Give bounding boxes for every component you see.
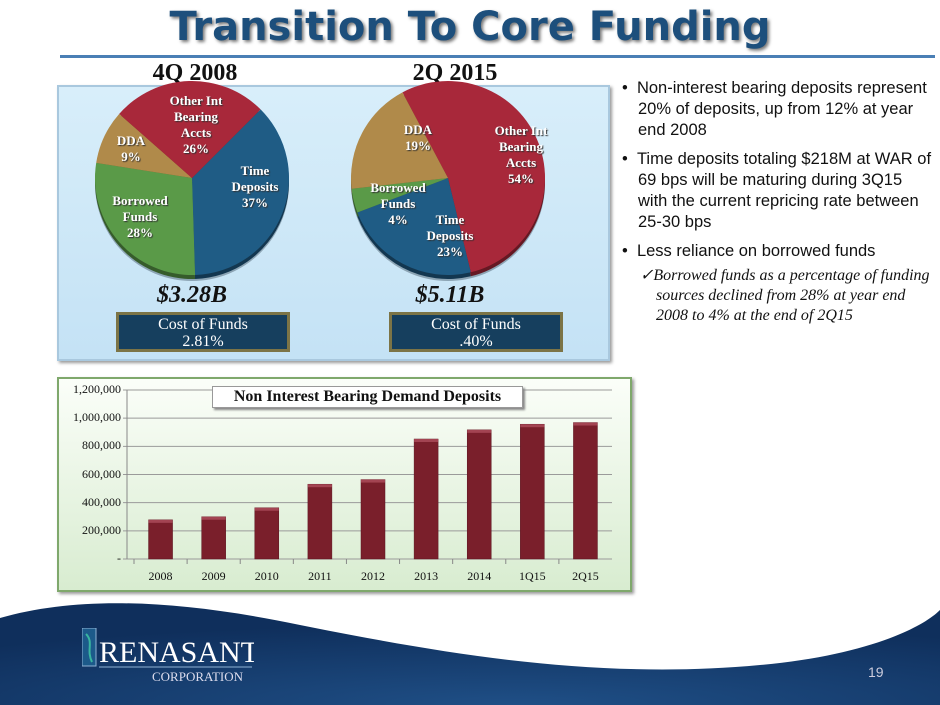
pie-slice-other-int-bearing-accts [119,81,261,178]
pie1-label-time: Time Deposits 37% [231,163,279,210]
pie-slice-dda [96,113,192,178]
bar-highlight [573,422,598,426]
bar-2009 [201,516,226,560]
bar-highlight [520,424,545,428]
bar-2Q15 [573,422,598,560]
pie-slice-time-deposits [192,109,289,275]
bar-highlight [414,439,439,443]
slide-title: Transition To Core Funding [169,4,771,50]
y-tick-label: 1,200,000 [73,382,121,396]
y-tick-label: 400,000 [82,494,121,509]
y-tick-label: 800,000 [82,438,121,453]
bar-highlight [307,484,332,488]
title-divider [60,55,935,58]
checkmark-icon: ✓ [640,267,654,284]
sub-bullet-item: ✓Borrowed funds as a percentage of fundi… [640,267,930,324]
bullet-item: • Less reliance on borrowed funds [622,242,876,260]
cost-of-funds-2015: Cost of Funds .40% [389,312,563,352]
pie-slice-borrowed-funds [351,178,448,213]
bar-highlight [254,507,279,511]
bullet-list: • Non-interest bearing deposits represen… [622,78,932,326]
pie2-label-time: Time Deposits 23% [426,212,474,259]
pie2-label-dda: DDA 19% [403,122,433,153]
bar-2010 [254,507,280,560]
pie1-label-other: Other Int Bearing Accts 26% [169,93,223,156]
page-number: 19 [868,664,884,680]
y-tick-label: - [117,551,121,565]
bullet-item: • Non-interest bearing deposits represen… [622,79,927,139]
x-tick-label: 2009 [201,569,226,583]
bullet-item: • Time deposits totaling $218M at WAR of… [622,150,932,231]
pie2-label-other: Other Int Bearing Accts 54% [494,123,548,186]
pie-slice-time-deposits [357,178,471,275]
bar-2008 [148,519,173,560]
bar-highlight [148,519,173,523]
bar-2012 [360,479,386,560]
bar-2013 [413,438,439,560]
pie1-label-borrowed: Borrowed Funds 28% [112,193,168,240]
bar-chart-title: Non Interest Bearing Demand Deposits [212,386,523,408]
pie-charts [94,80,545,281]
bar-highlight [201,516,226,520]
x-tick-label: 2010 [254,569,279,583]
svg-text:RENASANT: RENASANT [99,636,254,669]
x-tick-label: 2012 [361,569,385,583]
total-2008: $3.28B [156,282,227,308]
pie-slice-borrowed-funds [94,162,196,276]
x-tick-label: 2014 [467,569,492,583]
pie-slice-dda [351,92,448,189]
y-tick-label: 600,000 [82,466,121,481]
bar-highlight [467,429,492,433]
cost-of-funds-2008: Cost of Funds 2.81% [116,312,290,352]
x-tick-label: 2011 [308,569,332,583]
bar-highlight [361,479,385,483]
pie2-label-borrowed: Borrowed Funds 4% [370,180,426,227]
x-tick-label: 1Q15 [518,569,546,583]
pie1-label-dda: DDA 9% [116,133,146,164]
x-tick-label: 2008 [148,569,173,583]
x-tick-label: 2Q15 [572,569,599,583]
renasant-logo: RENASANT CORPORATION [81,627,259,689]
svg-text:CORPORATION: CORPORATION [152,669,244,684]
bar-2014 [466,429,492,560]
y-tick-label: 1,000,000 [73,410,121,425]
pie-slice-other-int-bearing-accts [402,80,545,273]
bar-1Q15 [520,423,545,560]
y-tick-label: 200,000 [82,522,121,537]
bar-2011 [307,483,333,560]
footer-wave [0,603,940,705]
total-2015: $5.11B [415,282,485,308]
bar-chart [123,389,612,564]
x-tick-label: 2013 [414,569,439,583]
